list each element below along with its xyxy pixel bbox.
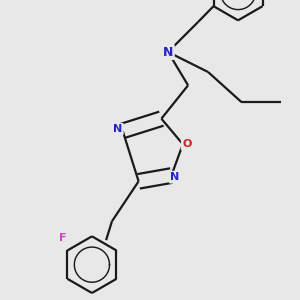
Text: O: O <box>182 139 191 149</box>
Text: N: N <box>113 124 122 134</box>
Text: N: N <box>163 46 173 59</box>
Text: F: F <box>59 233 67 244</box>
Text: N: N <box>170 172 179 182</box>
